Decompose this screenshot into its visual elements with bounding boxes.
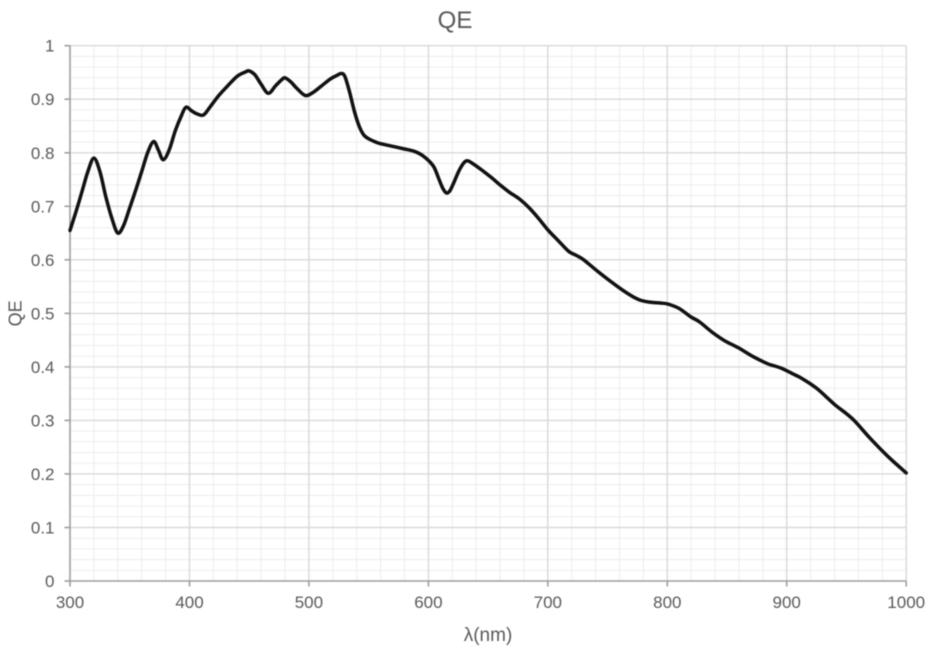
svg-text:1: 1 [45,37,54,56]
svg-text:300: 300 [56,593,84,612]
svg-text:900: 900 [773,593,801,612]
svg-text:0.7: 0.7 [31,197,55,216]
svg-text:0.4: 0.4 [31,358,55,377]
svg-text:QE: QE [6,300,26,326]
svg-text:700: 700 [534,593,562,612]
svg-text:0.2: 0.2 [31,465,55,484]
svg-text:0.8: 0.8 [31,144,55,163]
svg-text:0: 0 [45,572,54,591]
svg-text:0.6: 0.6 [31,251,55,270]
svg-text:1000: 1000 [887,593,925,612]
svg-text:600: 600 [414,593,442,612]
svg-text:QE: QE [438,7,473,34]
svg-text:500: 500 [295,593,323,612]
svg-text:0.3: 0.3 [31,411,55,430]
svg-text:0.1: 0.1 [31,519,55,538]
svg-text:800: 800 [653,593,681,612]
svg-text:0.5: 0.5 [31,304,55,323]
svg-text:400: 400 [175,593,203,612]
svg-text:λ(nm): λ(nm) [464,625,513,646]
svg-text:0.9: 0.9 [31,90,55,109]
